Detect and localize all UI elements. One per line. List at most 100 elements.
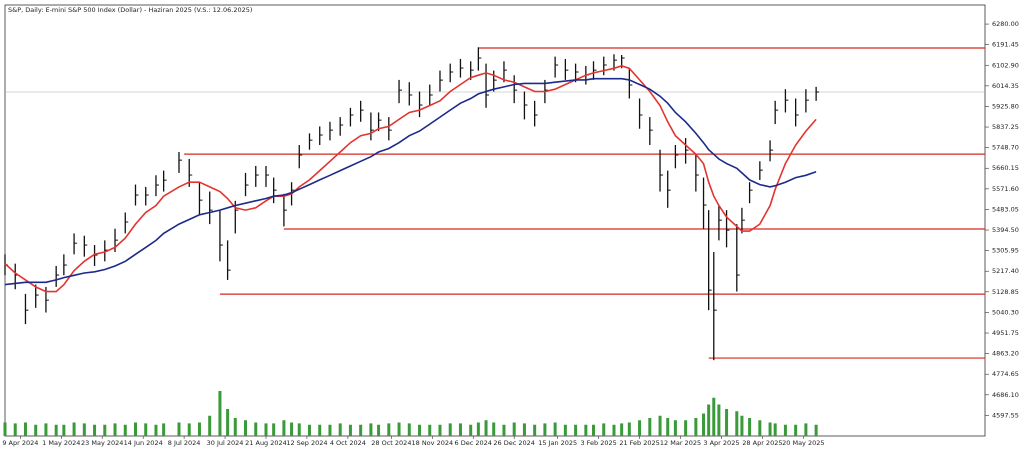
y-tick-label: 5394.50: [992, 226, 1019, 234]
volume-bar: [448, 423, 452, 436]
volume-bar: [458, 423, 462, 436]
volume-bar: [244, 420, 248, 436]
volume-bar: [658, 415, 662, 436]
y-tick-label: 5483.05: [992, 205, 1019, 213]
y-tick-label: 5040.30: [992, 308, 1019, 316]
volume-bar: [694, 418, 698, 436]
x-tick-label: 3 Feb 2025: [580, 439, 616, 447]
x-tick-label: 12 Sep 2024: [286, 439, 327, 447]
chart-title: S&P, Daily: E-mini S&P 500 Index (Dollar…: [8, 6, 252, 14]
volume-bar: [428, 424, 432, 436]
volume-bar: [54, 424, 58, 436]
volume-bar: [359, 424, 363, 436]
y-tick-label: 5305.95: [992, 247, 1019, 255]
volume-bar: [197, 422, 201, 436]
volume-bar: [187, 423, 191, 436]
volume-bar: [369, 423, 373, 436]
volume-bar: [574, 424, 578, 436]
y-tick-label: 6014.35: [992, 82, 1019, 90]
y-tick-label: 5128.85: [992, 288, 1019, 296]
volume-bar: [328, 424, 332, 436]
y-tick-label: 4951.75: [992, 329, 1019, 337]
volume-bar: [318, 424, 322, 436]
x-tick-label: 4 Oct 2024: [330, 439, 366, 447]
volume-bar: [62, 424, 66, 436]
volume-bar: [3, 422, 7, 436]
volume-bar: [602, 423, 606, 436]
y-tick-label: 6191.45: [992, 41, 1019, 49]
volume-bar: [492, 422, 496, 436]
y-tick-label: 4597.55: [992, 411, 1019, 419]
x-tick-label: 15 Jan 2025: [538, 439, 577, 447]
volume-bar: [612, 424, 616, 436]
volume-bar: [543, 423, 547, 436]
volume-bar: [620, 423, 624, 436]
volume-bar: [712, 397, 716, 436]
volume-bar: [673, 420, 677, 436]
y-tick-label: 4686.10: [992, 391, 1019, 399]
volume-bar: [264, 423, 268, 436]
volume-bar: [476, 422, 480, 436]
moving-average: [4, 77, 817, 286]
volume-bar: [123, 424, 127, 436]
volume-bar: [773, 423, 777, 436]
volume-bar: [387, 423, 391, 436]
x-tick-label: 1 May 2024: [42, 439, 80, 447]
volume-bar: [162, 423, 166, 436]
volume-bar: [233, 418, 237, 436]
volume-bar: [34, 424, 38, 436]
volume-bar: [735, 411, 739, 436]
volume-bar: [282, 420, 286, 436]
volume-bar: [226, 409, 230, 436]
volume-bar: [804, 423, 808, 436]
volume-bar: [522, 423, 526, 436]
x-tick-label: 23 May 2024: [81, 439, 123, 447]
volume-bar: [783, 424, 787, 436]
y-tick-label: 5837.25: [992, 123, 1019, 131]
volume-bar: [377, 424, 381, 436]
volume-bar: [502, 424, 506, 436]
volume-bar: [666, 418, 670, 436]
volume-bar: [113, 423, 117, 436]
volume-bar: [348, 424, 352, 436]
volume-bar: [93, 424, 97, 436]
volume-bar: [290, 422, 294, 436]
y-tick-label: 5217.40: [992, 267, 1019, 275]
volume-bar: [154, 424, 158, 436]
y-tick-label: 5660.15: [992, 164, 1019, 172]
volume-bar: [338, 423, 342, 436]
volume-bar: [469, 424, 473, 436]
volume-bar: [103, 424, 107, 436]
volume-bar: [272, 423, 276, 436]
x-tick-label: 3 Apr 2025: [703, 439, 739, 447]
volume-bar: [438, 424, 442, 436]
x-tick-label: 14 Jun 2024: [124, 439, 163, 447]
volume-bar: [684, 420, 688, 436]
y-tick-label: 6280.00: [992, 20, 1019, 28]
volume-bar: [44, 423, 48, 436]
x-tick-label: 18 Nov 2024: [411, 439, 453, 447]
volume-bar: [177, 422, 181, 436]
x-tick-label: 28 Apr 2025: [742, 439, 782, 447]
volume-bar: [648, 418, 652, 436]
x-tick-label: 9 Apr 2024: [2, 439, 38, 447]
volume-bar: [512, 422, 516, 436]
volume-bar: [627, 422, 631, 436]
y-tick-label: 5571.60: [992, 185, 1019, 193]
volume-bar: [584, 424, 588, 436]
volume-bar: [563, 424, 567, 436]
volume-bar: [748, 418, 752, 436]
volume-bar: [208, 415, 212, 436]
volume-bar: [13, 423, 17, 436]
volume-bar: [418, 424, 422, 436]
plot-frame: [4, 4, 986, 437]
y-tick-label: 6102.90: [992, 61, 1019, 69]
volume-bar: [725, 409, 729, 436]
x-tick-label: 30 Jul 2024: [207, 439, 244, 447]
volume-bar: [717, 404, 721, 436]
volume-bar: [254, 422, 258, 436]
volume-bar: [397, 422, 401, 436]
x-tick-label: 8 Jul 2024: [168, 439, 201, 447]
x-tick-label: 21 Feb 2025: [619, 439, 659, 447]
